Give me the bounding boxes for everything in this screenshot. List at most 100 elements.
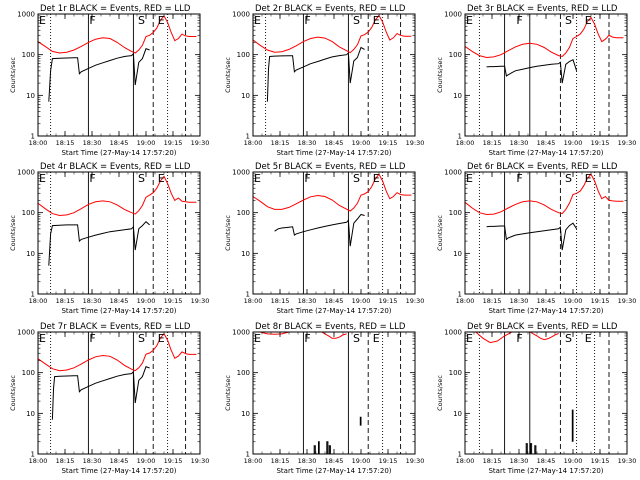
y-tick-label: 10	[26, 250, 35, 258]
x-tick-label: 18:45	[325, 297, 344, 305]
y-axis-label: Counts/sec	[9, 375, 17, 411]
phase-marker-f: F	[304, 14, 310, 27]
x-tick-label: 18:15	[483, 297, 502, 305]
x-tick-label: 19:15	[164, 297, 183, 305]
x-tick-label: 18:15	[271, 297, 290, 305]
x-tick-label: 19:15	[591, 297, 610, 305]
x-tick-label: 19:15	[164, 457, 183, 465]
x-tick-label: 19:00	[137, 297, 156, 305]
phase-marker-f: F	[304, 172, 310, 185]
series-lld-line	[253, 173, 412, 212]
phase-marker-s: S	[353, 14, 360, 27]
y-axis-label: Counts/sec	[436, 57, 444, 93]
y-tick-label: 10	[26, 410, 35, 418]
y-axis-label: Counts/sec	[224, 215, 232, 251]
x-tick-label: 19:15	[379, 457, 398, 465]
x-tick-label: 19:00	[564, 297, 583, 305]
y-tick-label: 100	[449, 369, 462, 377]
phase-marker-e: E	[39, 14, 46, 27]
chart-title: Det 8r BLACK = Events, RED = LLD	[255, 322, 406, 332]
detector-panel-9: Det 9r BLACK = Events, RED = LLD Counts/s…	[436, 322, 636, 475]
x-tick-label: 18:45	[110, 457, 129, 465]
phase-marker-f: F	[89, 332, 95, 345]
x-tick-label: 19:30	[191, 457, 210, 465]
y-tick-label: 1000	[232, 329, 250, 337]
x-tick-label: 18:30	[83, 139, 102, 147]
detector-panel-2: Det 2r BLACK = Events, RED = LLD Counts/s…	[224, 4, 424, 157]
series-events-line	[530, 443, 533, 454]
x-tick-label: 18:30	[298, 297, 317, 305]
x-tick-label: 19:00	[137, 457, 156, 465]
x-tick-label: 18:00	[29, 139, 48, 147]
x-tick-label: 19:30	[618, 139, 637, 147]
x-tick-label: 18:15	[56, 139, 75, 147]
series-lld-line	[38, 15, 197, 54]
detector-panel-8: Det 8r BLACK = Events, RED = LLD Counts/s…	[224, 322, 424, 475]
plot-frame	[464, 13, 628, 137]
plot-frame	[37, 13, 201, 137]
series-events-line	[326, 441, 329, 454]
x-tick-label: 19:00	[352, 297, 371, 305]
plot-frame	[464, 171, 628, 295]
chart-title: Det 2r BLACK = Events, RED = LLD	[255, 4, 406, 14]
y-tick-label: 1000	[17, 329, 35, 337]
y-tick-label: 100	[449, 51, 462, 59]
detector-panel-7: Det 7r BLACK = Events, RED = LLD Counts/s…	[9, 322, 209, 475]
y-tick-label: 100	[22, 51, 35, 59]
x-tick-label: 18:45	[325, 139, 344, 147]
chart-title: Det 9r BLACK = Events, RED = LLD	[467, 322, 618, 332]
y-tick-label: 100	[449, 209, 462, 217]
chart-title: Det 7r BLACK = Events, RED = LLD	[40, 322, 191, 332]
y-axis-label: Counts/sec	[436, 215, 444, 251]
phase-marker-e: E	[466, 14, 473, 27]
y-tick-label: 1000	[444, 329, 462, 337]
phase-marker-s: S	[353, 332, 360, 345]
chart-title: Det 6r BLACK = Events, RED = LLD	[467, 162, 618, 172]
y-tick-label: 1000	[444, 169, 462, 177]
x-axis-label: Start Time (27-May-14 17:57:20)	[61, 149, 176, 157]
series-events-line	[48, 48, 150, 102]
phase-marker-s: S	[565, 172, 572, 185]
x-tick-label: 18:30	[83, 297, 102, 305]
plot-frame	[252, 331, 416, 455]
phase-marker-e: E	[466, 172, 473, 185]
y-tick-label: 10	[241, 92, 250, 100]
series-events-line	[318, 441, 320, 454]
y-tick-label: 1000	[232, 169, 250, 177]
x-tick-label: 18:15	[483, 139, 502, 147]
x-axis-label: Start Time (27-May-14 17:57:20)	[488, 467, 603, 475]
y-tick-label: 100	[22, 209, 35, 217]
x-axis-label: Start Time (27-May-14 17:57:20)	[61, 467, 176, 475]
phase-marker-s: S	[138, 332, 145, 345]
series-events-line	[486, 222, 578, 251]
x-tick-label: 19:30	[618, 457, 637, 465]
series-events-line	[525, 443, 528, 454]
phase-marker-e: E	[373, 172, 380, 185]
y-tick-label: 1	[246, 133, 250, 141]
y-tick-label: 1000	[444, 11, 462, 19]
x-tick-label: 18:00	[29, 297, 48, 305]
y-tick-label: 1	[246, 291, 250, 299]
plot-frame	[464, 331, 628, 455]
phase-marker-s: S	[138, 172, 145, 185]
y-tick-label: 100	[237, 209, 250, 217]
x-tick-label: 19:30	[191, 297, 210, 305]
y-axis-label: Counts/sec	[9, 215, 17, 251]
x-tick-label: 18:45	[110, 139, 129, 147]
phase-marker-e: E	[158, 332, 165, 345]
series-lld-line	[38, 175, 197, 217]
phase-marker-s: S	[565, 332, 572, 345]
x-tick-label: 18:30	[510, 297, 529, 305]
x-tick-label: 18:45	[110, 297, 129, 305]
phase-marker-f: F	[304, 332, 310, 345]
series-events-line	[51, 366, 150, 420]
x-tick-label: 19:30	[406, 457, 425, 465]
x-axis-label: Start Time (27-May-14 17:57:20)	[488, 149, 603, 157]
series-lld-line	[465, 16, 624, 59]
series-events-line	[274, 213, 365, 247]
x-tick-label: 19:00	[564, 457, 583, 465]
y-tick-label: 10	[241, 250, 250, 258]
series-events-line	[313, 445, 316, 454]
phase-marker-e: E	[158, 14, 165, 27]
